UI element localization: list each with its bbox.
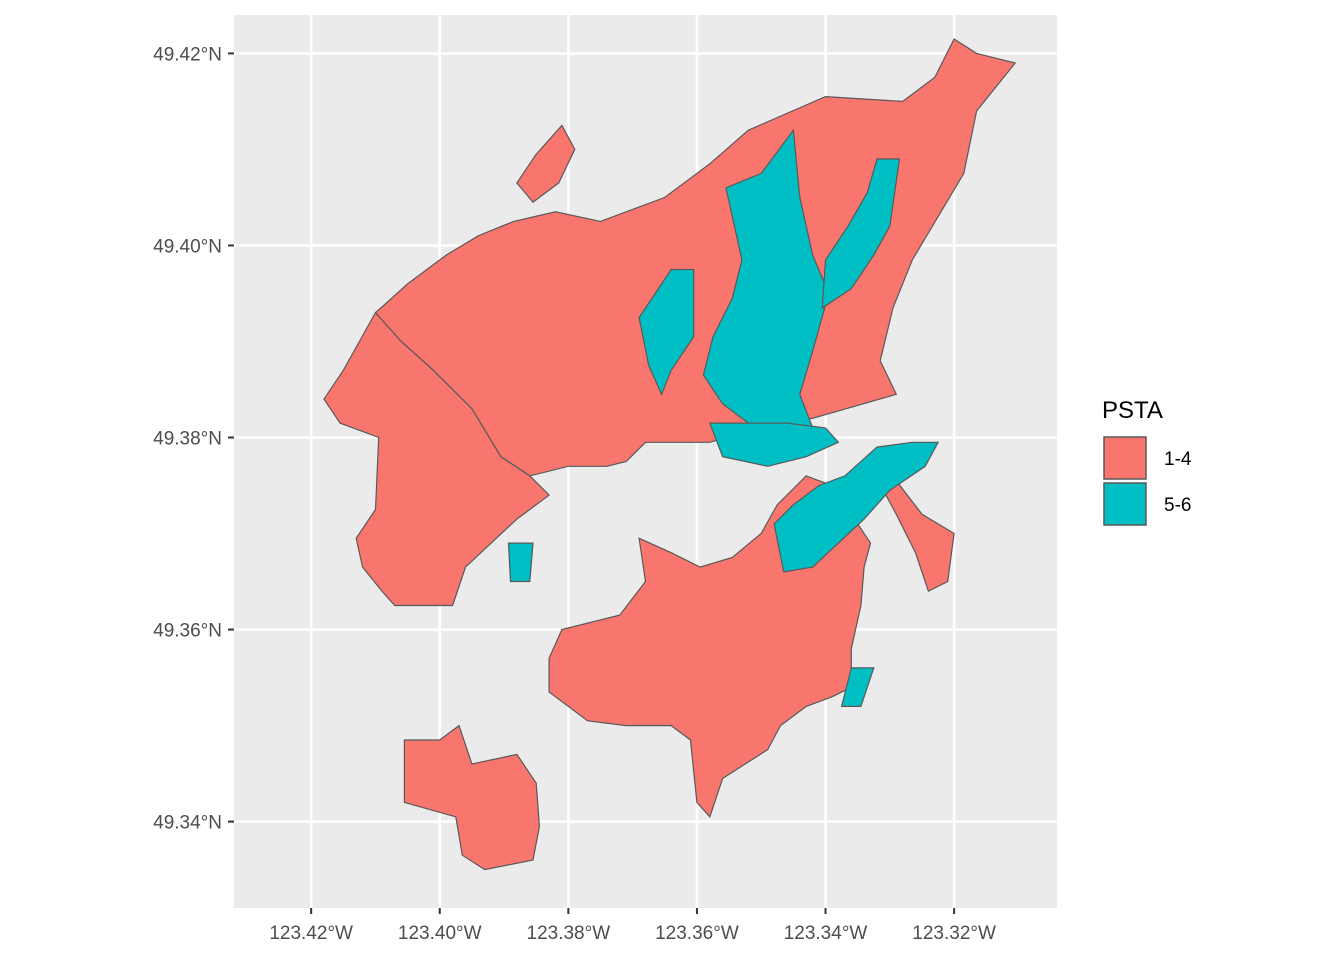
legend-label-5-6: 5-6 [1164, 495, 1191, 516]
x-tick-label: 123.34°W [784, 923, 868, 944]
region-5-6-south-tip [840, 667, 875, 708]
x-tick-label: 123.32°W [912, 923, 996, 944]
region-5-6-south-east [773, 441, 940, 573]
region-5-6-southwest-patch [507, 542, 534, 583]
region-1-4-west-lobe [323, 311, 551, 607]
y-tick-label: 49.40°N [153, 236, 222, 257]
x-tick-label: 123.40°W [398, 923, 482, 944]
region-1-4-northwest-islet [516, 124, 576, 204]
region-5-6-east-arm [821, 158, 901, 310]
y-axis-ticks: 49.42°N 49.40°N 49.38°N 49.36°N 49.34°N [153, 44, 234, 834]
y-tick-label: 49.36°N [153, 621, 222, 642]
y-tick-label: 49.42°N [153, 44, 222, 65]
x-tick-label: 123.36°W [655, 923, 739, 944]
legend-key-5-6 [1103, 482, 1147, 526]
region-5-6-center-band [708, 422, 840, 467]
x-tick-label: 123.42°W [269, 923, 353, 944]
legend-title: PSTA [1102, 397, 1163, 424]
region-5-6-west-patch [638, 268, 695, 396]
region-1-4-east-strip [882, 479, 955, 592]
legend-label-1-4: 1-4 [1164, 449, 1192, 470]
legend: PSTA 1-4 5-6 [1102, 397, 1192, 526]
x-axis-ticks: 123.42°W 123.40°W 123.38°W 123.36°W 123.34°W… [269, 908, 996, 944]
x-tick-label: 123.38°W [527, 923, 611, 944]
map-regions [323, 38, 1017, 871]
y-tick-label: 49.38°N [153, 428, 222, 449]
legend-key-1-4 [1103, 436, 1147, 480]
y-tick-label: 49.34°N [153, 813, 222, 834]
region-1-4-southwest [403, 724, 541, 871]
